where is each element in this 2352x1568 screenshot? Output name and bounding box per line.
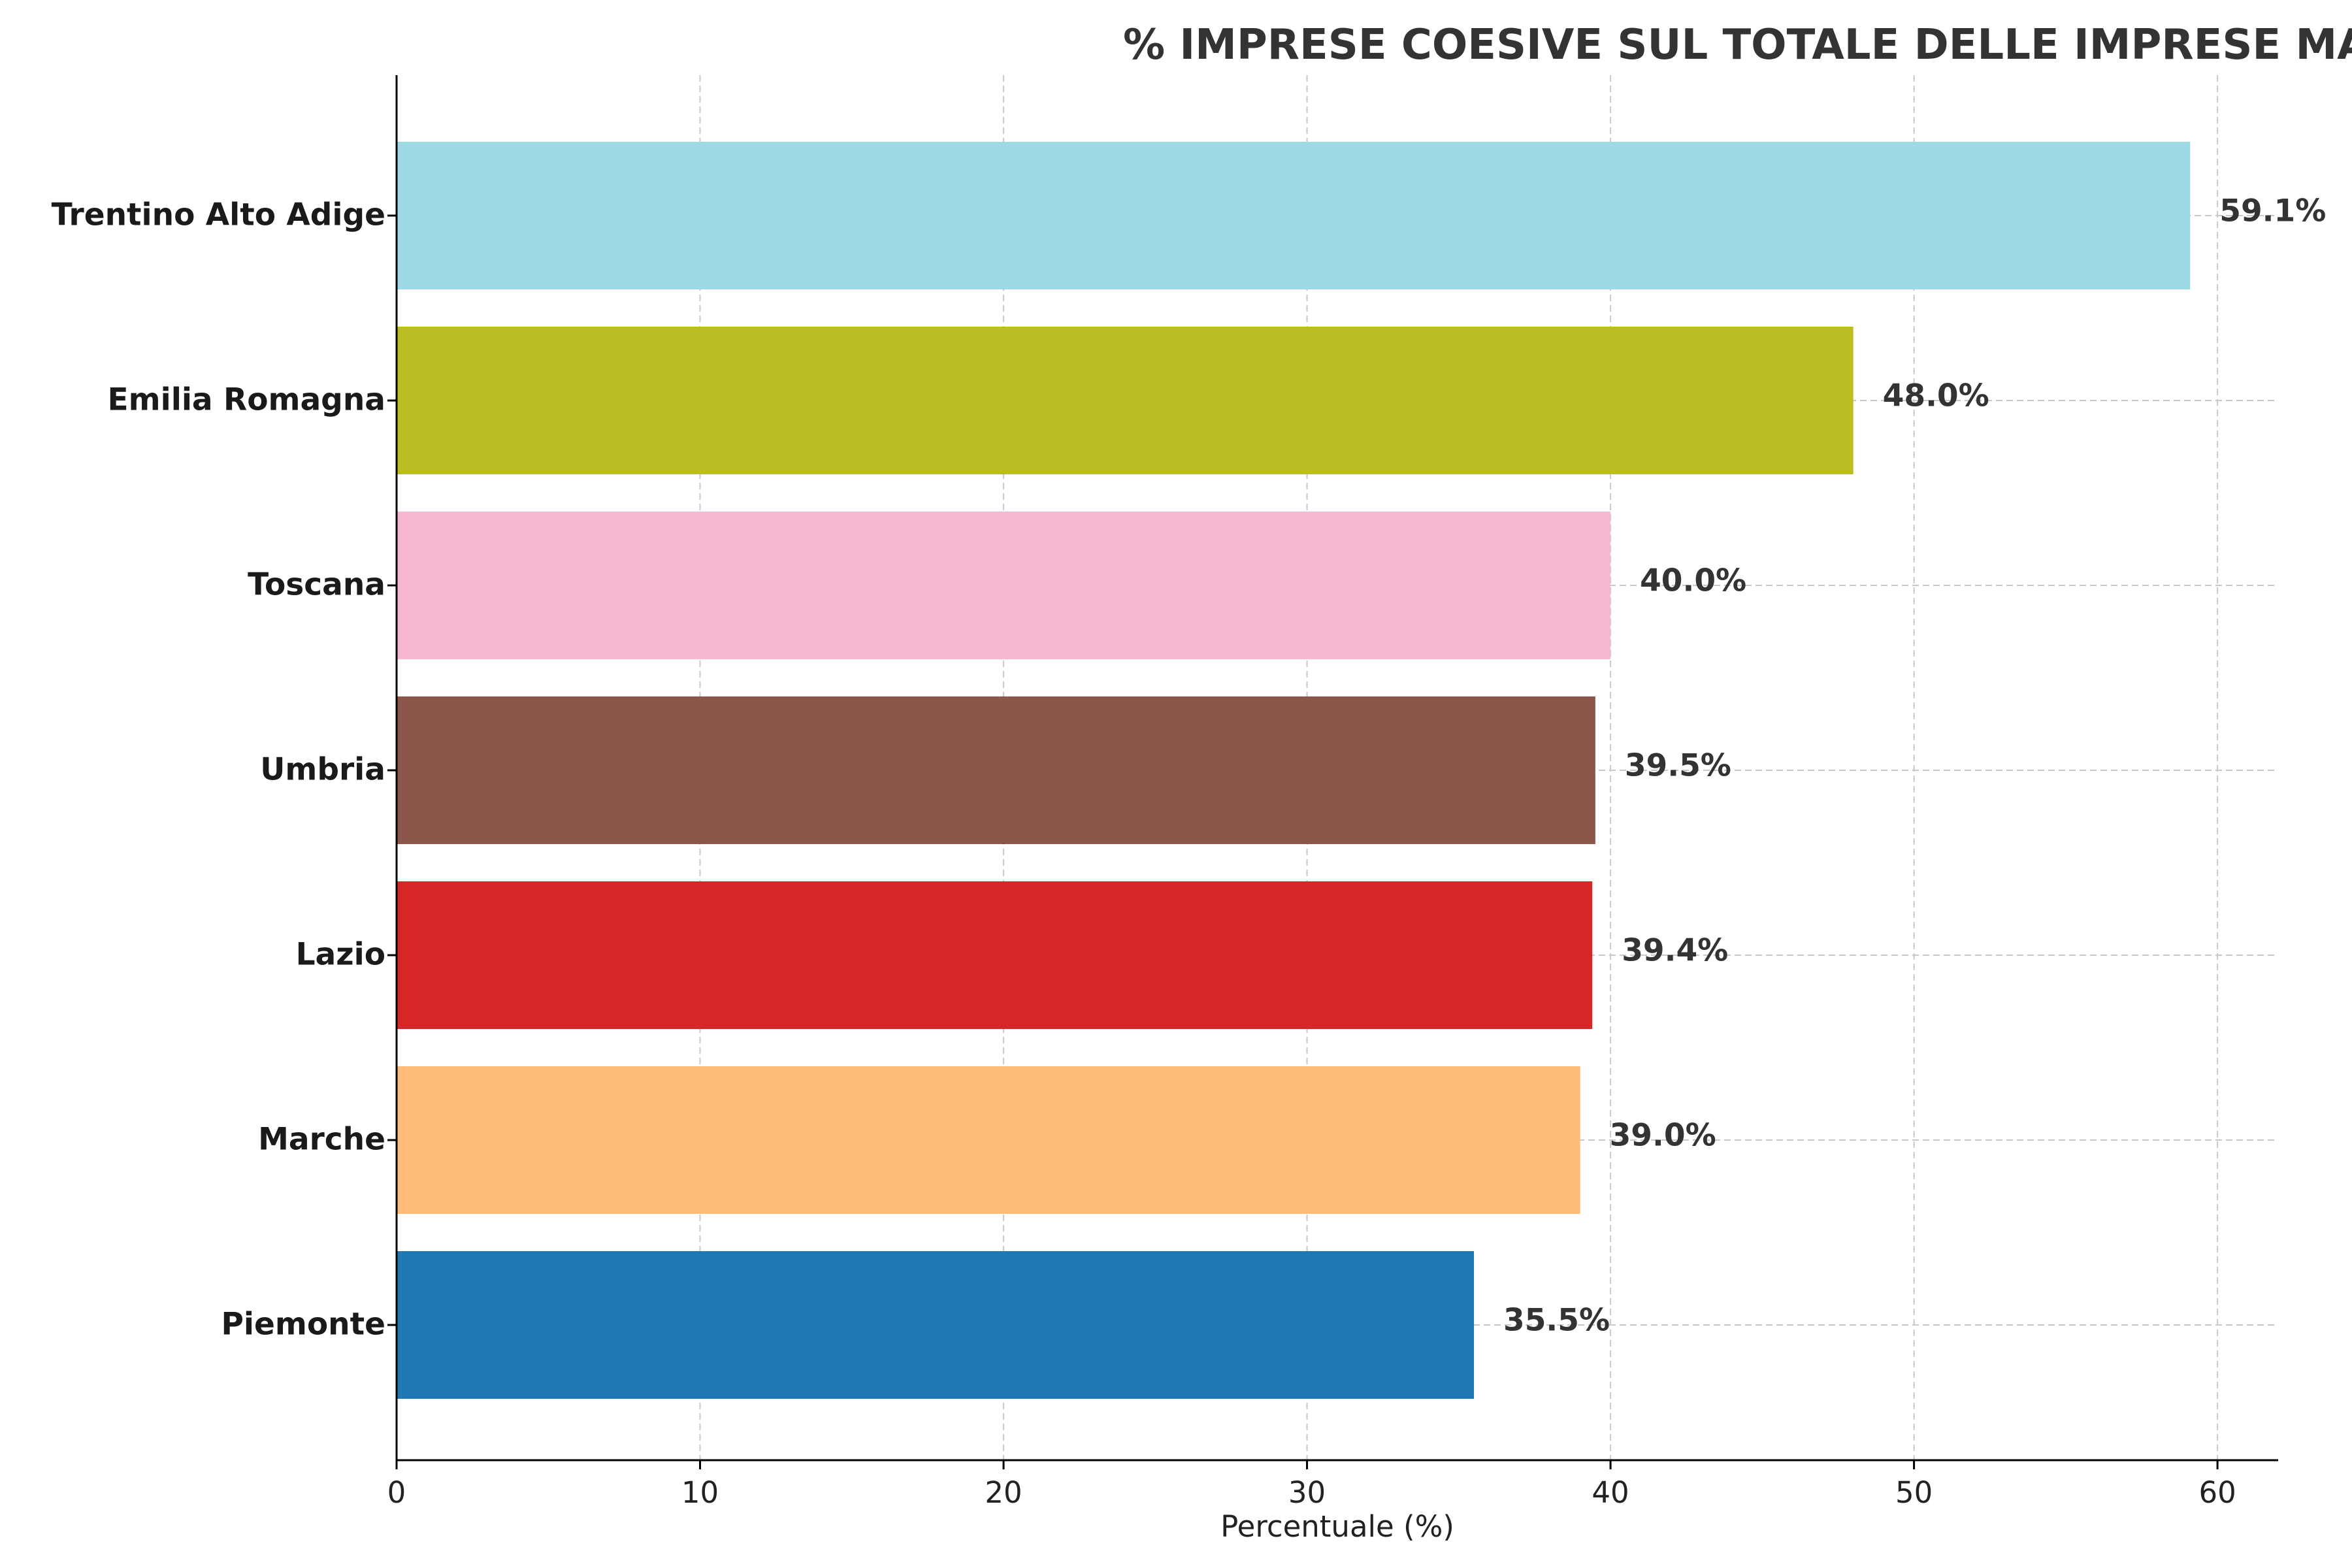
value-label: 35.5% xyxy=(1503,1303,1610,1339)
bar xyxy=(397,142,2191,289)
x-tick-label: 60 xyxy=(2198,1475,2236,1510)
value-label: 39.4% xyxy=(1622,933,1728,969)
x-axis-label: Percentuale (%) xyxy=(1220,1509,1454,1544)
x-tick-label: 10 xyxy=(681,1475,719,1510)
x-tick-label: 40 xyxy=(1592,1475,1629,1510)
x-tick-label: 20 xyxy=(985,1475,1022,1510)
labels: 35.5% Piemonte 39.0% Marche 39.4% Lazio 39.5% U… xyxy=(52,193,2327,1511)
x-tick-label: 50 xyxy=(1895,1475,1933,1510)
bars xyxy=(397,142,2191,1399)
chart-title: % IMPRESE COESIVE SUL TOTALE DELLE IMPRE… xyxy=(1123,21,2352,69)
category-label: Umbria xyxy=(260,752,385,788)
value-label: 59.1% xyxy=(2219,193,2326,229)
category-label: Piemonte xyxy=(221,1307,385,1343)
category-label: Emilia Romagna xyxy=(108,382,385,418)
category-label: Lazio xyxy=(296,937,385,973)
bar xyxy=(397,327,1854,474)
bar xyxy=(397,512,1611,659)
value-label: 39.5% xyxy=(1625,748,1731,784)
category-label: Toscana xyxy=(248,567,385,603)
bar xyxy=(397,1066,1580,1214)
category-label: Marche xyxy=(258,1122,385,1158)
axes xyxy=(387,75,2278,1469)
category-label: Trentino Alto Adige xyxy=(52,197,385,233)
bar xyxy=(397,696,1595,844)
x-tick-label: 30 xyxy=(1288,1475,1326,1510)
value-label: 48.0% xyxy=(1883,378,1989,414)
bar xyxy=(397,1251,1475,1399)
x-tick-label: 0 xyxy=(387,1475,406,1510)
value-label: 39.0% xyxy=(1610,1118,1716,1154)
bar xyxy=(397,881,1593,1029)
value-label: 40.0% xyxy=(1640,563,1746,599)
